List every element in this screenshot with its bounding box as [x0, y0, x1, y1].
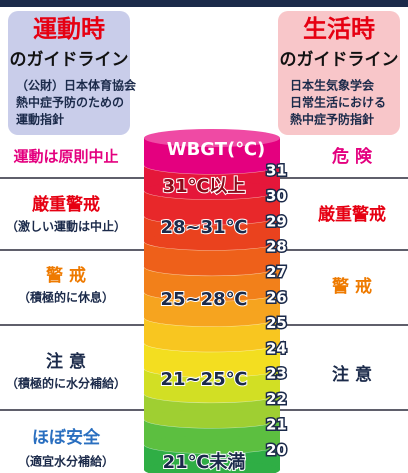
- infographic: 運動時 のガイドライン 生活時 のガイドライン （公財）日本体育協会熱中症予防の…: [0, 0, 408, 473]
- right-level: 警 戒: [331, 276, 372, 297]
- right-level: 注 意: [332, 364, 372, 385]
- left-box-line: （公財）日本体育協会: [16, 78, 137, 93]
- left-note: （積極的に休息）: [18, 290, 114, 305]
- left-note: （積極的に水分補給）: [6, 376, 126, 391]
- top-bar: [0, 0, 408, 7]
- scale-number: 27: [266, 263, 287, 281]
- cylinder-header: WBGT(℃): [167, 139, 266, 160]
- scale-number: 20: [266, 441, 287, 459]
- cylinder-label: 21~25℃: [161, 369, 248, 390]
- left-level: 警 戒: [45, 265, 86, 286]
- disk-bottom: [144, 258, 280, 276]
- scale-number: 31: [266, 162, 287, 180]
- scale-number: 30: [266, 187, 287, 205]
- scale-number: 25: [266, 314, 287, 332]
- cylinder-label: 25~28℃: [161, 289, 248, 310]
- cylinder-label: 31℃以上: [163, 176, 246, 197]
- scale-number: 23: [266, 365, 287, 383]
- disk-bottom: [144, 308, 280, 326]
- left-box-line: 熱中症予防のための: [16, 95, 124, 110]
- left-level: 運動は原則中止: [13, 148, 118, 166]
- scale-number: 26: [266, 289, 287, 307]
- scale-number: 22: [266, 390, 287, 408]
- right-box-line: 日本生気象学会: [290, 78, 375, 93]
- cylinder-label: 28~31℃: [161, 217, 248, 238]
- left-note: （適宜水分補給）: [18, 454, 114, 469]
- right-level: 厳重警戒: [318, 204, 386, 225]
- scale-number: 24: [266, 339, 287, 357]
- left-subtitle: のガイドライン: [10, 50, 129, 70]
- left-level: 厳重警戒: [32, 194, 100, 215]
- scale-number: 28: [266, 238, 287, 256]
- scale-number: 21: [266, 416, 287, 434]
- right-box-line: 熱中症予防指針: [290, 112, 374, 127]
- left-box-line: 運動指針: [16, 112, 64, 127]
- disk-bottom: [144, 334, 280, 352]
- left-level: ほぼ安全: [32, 427, 101, 448]
- left-level: 注 意: [46, 351, 86, 372]
- cylinder-label: 21℃未満: [163, 451, 246, 473]
- disk-bottom: [144, 410, 280, 428]
- disk-bottom: [144, 435, 280, 453]
- right-box-line: 日常生活における: [290, 95, 386, 110]
- right-subtitle: のガイドライン: [280, 50, 399, 70]
- right-level: 危 険: [331, 146, 373, 167]
- left-note: （激しい運動は中止）: [6, 219, 126, 234]
- scale-number: 29: [266, 212, 287, 230]
- right-title: 生活時: [303, 15, 375, 43]
- left-title: 運動時: [33, 15, 105, 43]
